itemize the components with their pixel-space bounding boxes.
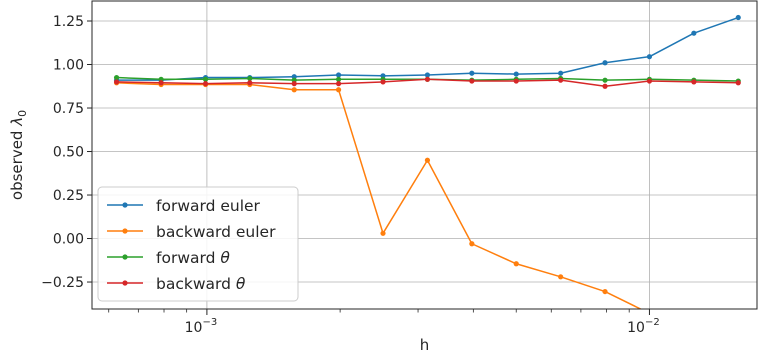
data-point — [113, 79, 120, 85]
legend-label: backward θ — [156, 275, 246, 293]
y-axis-label-prefix: observed — [8, 126, 26, 200]
data-point — [513, 78, 519, 84]
series-layer — [113, 14, 741, 309]
data-point — [735, 14, 741, 21]
data-point — [380, 79, 386, 85]
data-point — [735, 80, 741, 86]
x-axis-ticks: 10−3 10−2 — [108, 309, 660, 336]
data-point — [646, 54, 653, 60]
legend-item: forward euler — [107, 197, 261, 215]
legend-item: forward θ — [107, 249, 230, 267]
data-point — [424, 76, 431, 82]
x-tick-label: 10−2 — [627, 317, 660, 336]
data-point — [513, 71, 519, 77]
x-tick-exponent: −2 — [645, 317, 660, 328]
data-point — [247, 75, 253, 82]
y-tick-label: 0.50 — [53, 145, 84, 161]
data-point — [513, 261, 519, 267]
x-tick-exponent: −3 — [202, 317, 217, 328]
x-axis-label: h — [420, 336, 430, 354]
y-axis-label-subscript: 0 — [16, 110, 29, 117]
data-point — [558, 77, 564, 83]
legend-marker — [122, 280, 128, 286]
legend-label: forward euler — [156, 197, 261, 215]
data-point — [424, 157, 431, 163]
data-point — [469, 78, 475, 84]
legend-box — [97, 186, 299, 302]
data-point — [247, 80, 253, 86]
data-point — [469, 70, 475, 76]
legend-label: forward θ — [156, 249, 230, 267]
y-tick-label: 0.75 — [53, 101, 84, 117]
series-3 — [113, 76, 741, 89]
data-point — [602, 60, 608, 66]
y-tick-label: −0.25 — [41, 275, 84, 291]
legend-label-symbol: θ — [220, 249, 230, 267]
data-point — [558, 70, 564, 76]
y-axis-label-symbol: λ — [8, 117, 26, 127]
legend-item: backward euler — [107, 223, 276, 241]
data-point — [691, 30, 697, 36]
data-point — [602, 83, 608, 89]
y-tick-label: 1.00 — [53, 58, 84, 74]
plot-frame — [91, 0, 758, 310]
legend-label-symbol: θ — [236, 275, 246, 293]
data-point — [335, 72, 342, 78]
legend-label-text: backward euler — [156, 223, 276, 241]
legend-label-text: forward euler — [156, 197, 261, 215]
legend-item: backward θ — [107, 275, 246, 293]
y-axis-ticks: −0.25 0.00 0.25 0.50 0.75 1.00 1.25 — [41, 14, 92, 291]
legend-label-text: forward — [156, 249, 220, 267]
x-tick-base: 10 — [185, 320, 203, 336]
data-point — [291, 87, 297, 93]
legend-marker — [122, 254, 128, 260]
data-point — [335, 87, 342, 93]
data-point — [691, 79, 697, 85]
series-line — [116, 16, 739, 81]
legend-label: backward euler — [156, 223, 276, 241]
x-tick-label: 10−3 — [185, 317, 218, 336]
data-point — [335, 76, 342, 82]
y-tick-label: 0.00 — [53, 232, 84, 248]
y-axis-label: observed λ0 — [8, 110, 29, 200]
data-point — [291, 81, 297, 87]
data-point — [202, 76, 209, 82]
y-tick-label: 0.25 — [53, 188, 84, 204]
data-point — [558, 274, 564, 280]
data-point — [646, 78, 653, 84]
y-tick-label: 1.25 — [53, 14, 84, 30]
x-tick-base: 10 — [627, 320, 645, 336]
data-point — [424, 72, 431, 78]
data-point — [380, 230, 386, 236]
data-point — [602, 288, 608, 295]
data-point — [469, 241, 475, 247]
legend-marker — [122, 202, 128, 208]
data-point — [202, 81, 209, 87]
legend-label-text: backward — [156, 275, 236, 293]
data-point — [113, 74, 120, 81]
data-point — [158, 80, 164, 86]
data-point — [602, 77, 608, 83]
legend-marker — [122, 228, 128, 234]
data-point — [335, 81, 342, 87]
series-0 — [113, 14, 741, 83]
